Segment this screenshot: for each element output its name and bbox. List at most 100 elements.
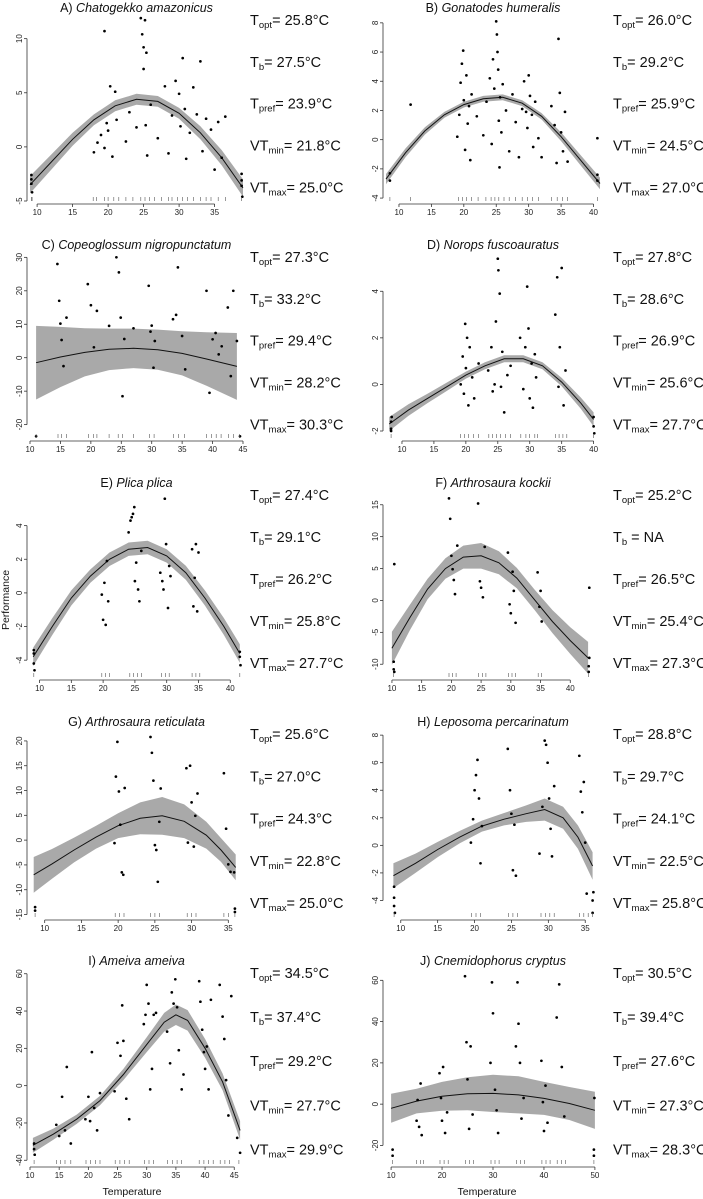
x-axis-label-left: Temperature [103, 1186, 162, 1198]
stat-subscript: b [622, 537, 627, 548]
data-point [147, 1002, 150, 1005]
x-tick-label: 15 [429, 445, 438, 454]
data-point [190, 547, 194, 551]
y-tick-label: 15 [371, 500, 380, 509]
data-point [564, 369, 567, 372]
data-point [188, 131, 192, 135]
stat-value: = 25.6°C [272, 727, 329, 743]
data-point [462, 98, 466, 102]
data-point [479, 586, 483, 590]
data-point [54, 1123, 58, 1127]
data-point [154, 848, 158, 852]
confidence-band [391, 1074, 595, 1129]
data-point [527, 74, 531, 77]
vt-min-label: VTmin= 28.2°C [250, 376, 341, 394]
data-point [558, 91, 562, 95]
data-point [164, 542, 168, 546]
data-point [122, 337, 126, 341]
data-point [60, 338, 63, 342]
data-point [500, 350, 504, 354]
data-point [538, 605, 541, 609]
data-point [116, 740, 119, 744]
data-point [233, 907, 237, 910]
data-point [214, 331, 217, 335]
data-point [562, 1115, 566, 1118]
y-tick-label: 10 [15, 34, 24, 43]
stat-symbol: VT [250, 376, 269, 392]
y-tick-label: 0 [371, 382, 380, 387]
x-tick-label: 35 [581, 924, 590, 933]
x-tick-label: 25 [113, 1171, 122, 1180]
data-point [62, 364, 65, 368]
stat-symbol: T [250, 97, 259, 113]
data-point [580, 810, 584, 814]
data-point [501, 82, 505, 86]
data-point [485, 100, 488, 104]
data-point [136, 588, 140, 591]
x-tick-label: 45 [230, 1171, 239, 1180]
stat-symbol: T [613, 530, 622, 546]
data-point [530, 362, 533, 365]
data-point [420, 1133, 424, 1137]
confidence-band [32, 1004, 241, 1153]
x-tick-label: 10 [40, 924, 49, 933]
data-point [170, 991, 174, 994]
data-point [132, 326, 135, 330]
data-point [509, 611, 513, 615]
stat-symbol: T [250, 727, 259, 743]
data-point [490, 345, 493, 349]
data-point [127, 531, 130, 534]
data-point [30, 190, 34, 194]
stat-subscript: min [632, 621, 647, 632]
data-point [550, 104, 553, 108]
data-point [591, 899, 594, 902]
data-point [447, 497, 451, 500]
stat-symbol: T [250, 292, 259, 308]
y-tick-label: 5 [15, 813, 24, 818]
data-point [587, 670, 591, 674]
vt-max-label: VTmax= 30.3°C [250, 417, 343, 435]
data-point [168, 1061, 172, 1065]
data-point [563, 110, 567, 114]
data-point [392, 667, 396, 671]
data-point [514, 120, 518, 124]
data-point [92, 345, 96, 349]
data-point [587, 664, 591, 668]
t-pref-label: Tpref= 24.1°C [613, 812, 695, 830]
data-point [229, 374, 233, 378]
data-point [440, 1119, 444, 1123]
data-point [144, 1013, 147, 1017]
y-tick-label: 0 [371, 843, 380, 848]
data-point [559, 131, 563, 134]
data-point [156, 136, 160, 140]
stat-symbol: VT [613, 139, 632, 155]
x-tick-label: 30 [147, 445, 156, 454]
panel-title: F) Arthrosaura kockii [435, 476, 552, 490]
data-point [511, 93, 514, 96]
data-point [462, 392, 466, 396]
y-tick-label: 4 [371, 78, 380, 83]
y-tick-label: -4 [15, 656, 24, 664]
confidence-band [30, 93, 243, 197]
y-tick-label: 40 [15, 1006, 24, 1015]
data-point [101, 618, 105, 622]
y-tick-label: 20 [15, 286, 24, 295]
stat-subscript: max [632, 663, 650, 674]
data-point [486, 369, 490, 372]
x-tick-label: 50 [590, 1171, 599, 1180]
data-point [207, 1088, 210, 1091]
x-tick-label: 20 [86, 445, 95, 454]
y-tick-label: 6 [371, 760, 380, 765]
data-point [592, 431, 596, 435]
data-point [450, 554, 453, 558]
data-point [514, 874, 518, 878]
data-point [504, 109, 508, 112]
species-name: Gonatodes humeralis [442, 1, 561, 15]
data-point [223, 115, 227, 118]
data-point [30, 182, 33, 186]
x-tick-label: 35 [557, 208, 566, 217]
t-opt-label: Topt= 27.8°C [613, 250, 692, 268]
stat-subscript: b [622, 1017, 627, 1028]
y-tick-label: 20 [15, 1043, 24, 1052]
data-point [190, 801, 193, 804]
